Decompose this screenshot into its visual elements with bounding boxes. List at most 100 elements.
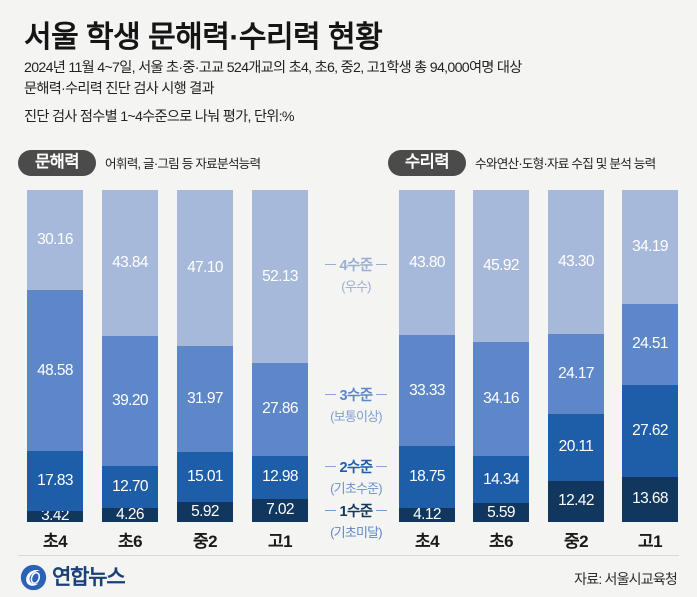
legend-level-3: 3수준 (보통이상)	[308, 384, 404, 425]
bar-segment-lv4[interactable]: 43.30	[548, 190, 604, 334]
category-head-numeracy: 수리력 수와연산·도형·자료 수집 및 분석 능력	[388, 150, 656, 176]
bar-value-label: 45.92	[483, 257, 519, 275]
bar-segment-lv3[interactable]: 24.17	[548, 333, 604, 414]
legend-label-4: 4수준	[339, 258, 374, 274]
legend-level-2: 2수준 (기초수준)	[308, 456, 404, 497]
bar-column[interactable]: 34.19 24.51 27.62 13.68	[622, 190, 678, 522]
bar-segment-lv1[interactable]: 12.42	[548, 480, 604, 522]
bar-segment-lv2[interactable]: 20.11	[548, 413, 604, 481]
bar-segment-lv3[interactable]: 34.16	[473, 342, 529, 456]
bar-segment-lv1[interactable]: 4.26	[102, 507, 158, 522]
bar-segment-lv1[interactable]: 5.59	[473, 503, 529, 522]
brand-logo: 연합뉴스	[20, 564, 126, 591]
bar-segment-lv2[interactable]: 15.01	[177, 452, 233, 503]
bar-column[interactable]: 45.92 34.16 14.34 5.59	[473, 190, 529, 522]
x-axis-label: 초6	[488, 532, 514, 551]
bar-segment-lv1[interactable]: 3.42	[27, 510, 83, 522]
bar-value-label: 31.97	[187, 390, 223, 408]
bar-segment-lv2[interactable]: 27.62	[622, 384, 678, 477]
category-desc-literacy: 어휘력, 글·그림 등 자료분석능력	[105, 157, 261, 172]
bar-segment-lv3[interactable]: 27.86	[252, 363, 308, 456]
bar-value-label: 12.70	[112, 477, 148, 495]
page-title: 서울 학생 문해력·수리력 현황	[24, 21, 383, 54]
bar-value-label: 43.80	[409, 253, 445, 271]
bar-segment-lv2[interactable]: 12.98	[252, 455, 308, 499]
bar-segment-lv2[interactable]: 14.34	[473, 455, 529, 504]
legend-sublabel-3: (보통이상)	[330, 409, 383, 424]
legend-level-4: 4수준 (우수)	[308, 254, 404, 295]
bar-column[interactable]: 30.16 48.58 17.83 3.42	[27, 190, 83, 522]
bar-value-label: 12.98	[262, 468, 298, 486]
x-axis-label: 초4	[42, 532, 68, 551]
subtitle-line-3: 진단 검사 점수별 1~4수준으로 나눠 평가, 단위:%	[24, 109, 295, 125]
bar-value-label: 48.58	[37, 361, 73, 379]
yonhap-swirl-icon	[20, 564, 47, 591]
bar-segment-lv3[interactable]: 31.97	[177, 346, 233, 453]
bar-segment-lv2[interactable]: 17.83	[27, 451, 83, 511]
x-axis-label: 고1	[637, 532, 663, 551]
bar-value-label: 47.10	[187, 259, 223, 277]
x-axis-label: 초6	[117, 532, 143, 551]
legend-label-3: 3수준	[339, 388, 374, 404]
bar-value-label: 30.16	[37, 231, 73, 249]
bar-segment-lv1[interactable]: 13.68	[622, 476, 678, 522]
legend-dash-right-2	[376, 465, 388, 468]
bar-value-label: 15.01	[187, 468, 223, 486]
footer-divider	[18, 555, 679, 556]
bar-segment-lv3[interactable]: 48.58	[27, 290, 83, 452]
bar-segment-lv2[interactable]: 12.70	[102, 465, 158, 508]
bar-segment-lv3[interactable]: 39.20	[102, 335, 158, 466]
bar-value-label: 24.17	[558, 364, 594, 382]
bar-segment-lv2[interactable]: 18.75	[399, 446, 455, 509]
category-badge-literacy: 문해력	[18, 150, 97, 176]
bar-segment-lv4[interactable]: 52.13	[252, 190, 308, 364]
bar-segment-lv3[interactable]: 33.33	[399, 335, 455, 447]
brand-name: 연합뉴스	[52, 566, 126, 589]
category-head-literacy: 문해력 어휘력, 글·그림 등 자료분석능력	[18, 150, 261, 176]
category-badge-numeracy: 수리력	[388, 150, 467, 176]
subtitle-block: 2024년 11월 4~7일, 서울 초·중·고교 524개교의 초4, 초6,…	[24, 58, 684, 128]
legend-dash-right-1	[376, 509, 388, 512]
legend-dash-left-3	[324, 393, 336, 396]
bar-value-label: 4.26	[116, 507, 144, 522]
legend-dash-right-3	[376, 393, 388, 396]
bar-segment-lv4[interactable]: 43.84	[102, 190, 158, 336]
bar-column[interactable]: 52.13 27.86 12.98 7.02	[252, 190, 308, 522]
x-axis-label: 고1	[267, 532, 293, 551]
bar-value-label: 27.86	[262, 400, 298, 418]
footer: 연합뉴스 자료: 서울시교육청	[0, 555, 697, 597]
bar-value-label: 14.34	[483, 470, 519, 488]
bar-segment-lv4[interactable]: 45.92	[473, 190, 529, 343]
x-axis-label: 중2	[192, 532, 218, 551]
bar-column[interactable]: 47.10 31.97 15.01 5.92	[177, 190, 233, 522]
legend-sublabel-4: (우수)	[341, 279, 371, 294]
bar-value-label: 5.92	[191, 503, 219, 521]
bar-value-label: 4.12	[413, 508, 441, 522]
bar-segment-lv1[interactable]: 7.02	[252, 498, 308, 522]
bar-value-label: 12.42	[558, 492, 594, 510]
bar-segment-lv1[interactable]: 5.92	[177, 502, 233, 522]
bar-segment-lv4[interactable]: 43.80	[399, 190, 455, 336]
bar-segment-lv4[interactable]: 47.10	[177, 190, 233, 347]
bar-segment-lv1[interactable]: 4.12	[399, 508, 455, 522]
bar-value-label: 33.33	[409, 381, 445, 399]
bar-value-label: 52.13	[262, 267, 298, 285]
legend-dash-left-4	[324, 263, 336, 266]
bar-value-label: 39.20	[112, 391, 148, 409]
bar-value-label: 34.19	[632, 237, 668, 255]
legend-label-2: 2수준	[339, 460, 374, 476]
category-desc-numeracy: 수와연산·도형·자료 수집 및 분석 능력	[475, 157, 656, 172]
bar-column[interactable]: 43.84 39.20 12.70 4.26	[102, 190, 158, 522]
bar-segment-lv4[interactable]: 34.19	[622, 190, 678, 304]
bar-column[interactable]: 43.30 24.17 20.11 12.42	[548, 190, 604, 522]
legend-sublabel-2: (기초수준)	[330, 481, 383, 496]
bar-segment-lv3[interactable]: 24.51	[622, 303, 678, 385]
legend-dash-right-4	[376, 263, 388, 266]
bar-value-label: 13.68	[632, 490, 668, 508]
bar-value-label: 24.51	[632, 335, 668, 353]
legend-dash-left-1	[324, 509, 336, 512]
bar-value-label: 17.83	[37, 472, 73, 490]
bar-segment-lv4[interactable]: 30.16	[27, 190, 83, 291]
bar-column[interactable]: 43.80 33.33 18.75 4.12	[399, 190, 455, 522]
